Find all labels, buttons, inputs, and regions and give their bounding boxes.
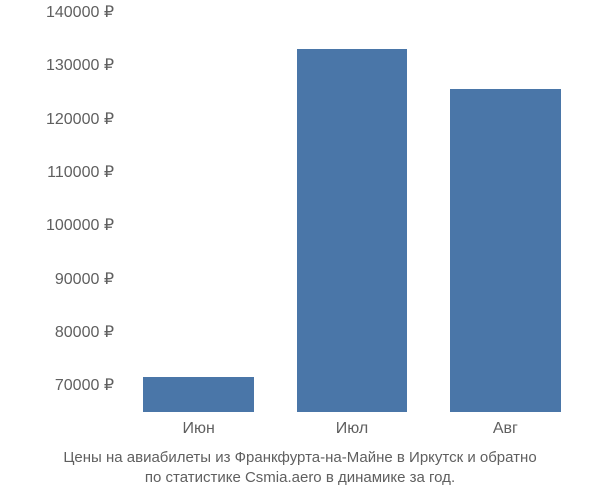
y-tick-label: 110000 ₽ — [47, 162, 114, 182]
y-tick-label: 100000 ₽ — [46, 215, 114, 235]
x-tick-label: Июл — [336, 420, 368, 438]
y-tick-label: 130000 ₽ — [46, 55, 114, 75]
y-tick-label: 70000 ₽ — [55, 375, 114, 395]
y-tick-label: 80000 ₽ — [55, 322, 114, 342]
bar-aug — [450, 89, 560, 412]
caption-line-2: по статистике Csmia.aero в динамике за г… — [0, 468, 600, 488]
y-tick-label: 120000 ₽ — [46, 109, 114, 129]
bar-jun — [143, 377, 253, 412]
plot-area — [122, 12, 582, 412]
x-tick-label: Июн — [182, 420, 214, 438]
price-chart: 70000 ₽ 80000 ₽ 90000 ₽ 100000 ₽ 110000 … — [0, 0, 600, 500]
y-tick-label: 140000 ₽ — [46, 2, 114, 22]
x-tick-label: Авг — [493, 420, 518, 438]
caption-line-1: Цены на авиабилеты из Франкфурта-на-Майн… — [0, 448, 600, 468]
bar-jul — [297, 49, 407, 412]
y-tick-label: 90000 ₽ — [55, 269, 114, 289]
